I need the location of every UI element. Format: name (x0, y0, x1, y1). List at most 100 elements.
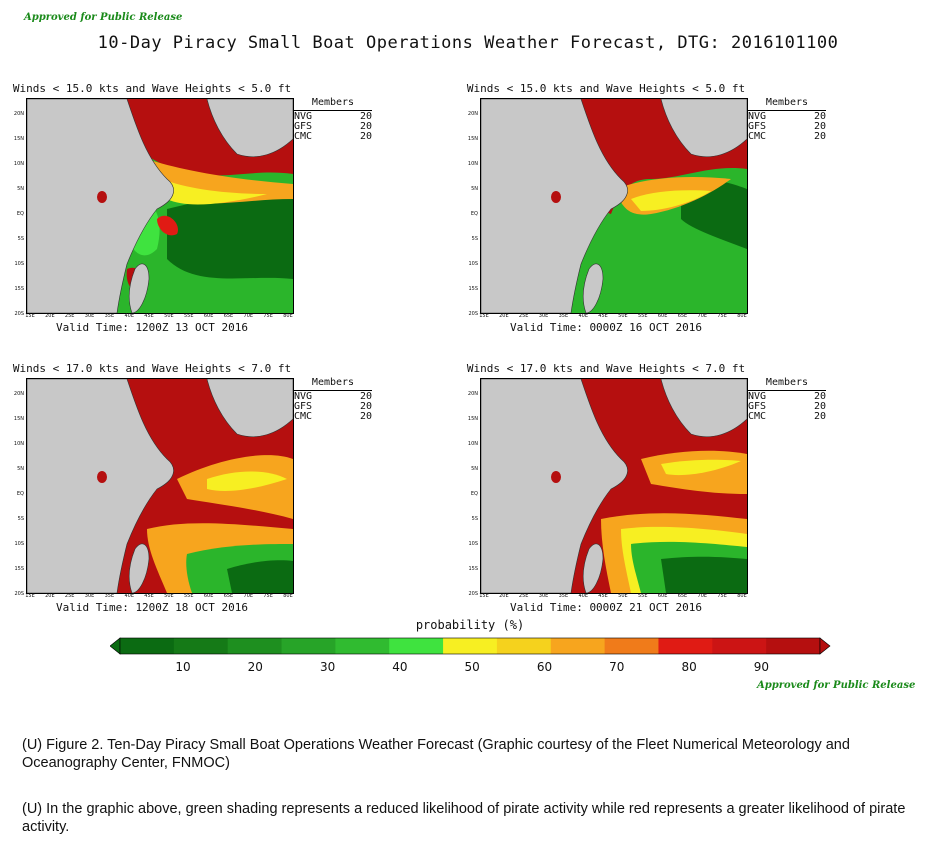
explanation-text: (U) In the graphic above, green shading … (22, 801, 906, 835)
latitude-label: 10S (14, 541, 24, 547)
latitude-label: 10N (467, 441, 478, 447)
colorbar-tick-label: 90 (753, 660, 770, 674)
longitude-label: 25E (64, 593, 75, 599)
probability-contour (661, 459, 741, 476)
map-canvas (27, 379, 293, 593)
member-row: GFS 20 (748, 122, 826, 132)
longitude-label: 45E (598, 313, 608, 319)
longitude-label: 25E (518, 593, 529, 599)
probability-contour (661, 556, 747, 593)
probability-map (26, 98, 294, 314)
longitude-label: 60E (203, 313, 214, 319)
longitude-label: 65E (223, 593, 234, 599)
land-mass (481, 99, 628, 313)
member-count: 20 (813, 131, 826, 142)
longitude-label: 60E (657, 593, 668, 599)
member-row: CMC 20 (748, 412, 826, 422)
member-row: GFS 20 (294, 122, 372, 132)
member-row: CMC 20 (748, 132, 826, 142)
colorbar-tick-label: 10 (175, 660, 191, 674)
member-name: CMC (294, 131, 313, 142)
probability-contour (207, 471, 287, 491)
colorbar-tick-label: 30 (319, 660, 336, 674)
longitude-label: 50E (164, 593, 174, 599)
colorbar-segment (227, 638, 283, 654)
lake-victoria (551, 471, 561, 483)
latitude-label: 20N (13, 111, 24, 117)
land-mass (128, 263, 150, 313)
longitude-label: 35E (558, 313, 569, 319)
colorbar-segment (604, 638, 659, 654)
probability-colorbar (110, 637, 831, 655)
member-name: NVG (294, 391, 313, 402)
land-mass (660, 99, 747, 157)
colorbar-segment (120, 638, 175, 654)
longitude-label: 55E (184, 313, 194, 319)
probability-contour (157, 215, 178, 236)
member-count: 20 (359, 111, 372, 122)
colorbar-tick-label: 40 (392, 660, 408, 674)
latitude-label: 15S (14, 286, 24, 292)
members-table: Members NVG 20 GFS 20 CMC 20 (294, 378, 372, 422)
land-mass (206, 379, 293, 437)
longitude-label: 30E (84, 593, 95, 599)
longitude-label: 20E (499, 593, 509, 599)
latitude-label: 10S (468, 541, 478, 547)
longitude-label: 20E (499, 313, 509, 319)
longitude-label: 15E (479, 313, 489, 319)
member-row: CMC 20 (294, 132, 372, 142)
longitude-label: 50E (618, 313, 628, 319)
latitude-label: 5S (471, 516, 478, 522)
longitude-label: 35E (558, 593, 569, 599)
colorbar-tick-label: 20 (247, 660, 263, 674)
latitude-label: 20S (468, 591, 478, 597)
latitude-label: 10N (13, 441, 24, 447)
land-mass (128, 543, 150, 593)
longitude-label: 80E (283, 593, 293, 599)
forecast-panel: Winds < 17.0 kts and Wave Heights < 7.0 … (456, 362, 836, 614)
longitude-label: 30E (538, 313, 549, 319)
approved-stamp-bottom: Approved for Public Release (757, 680, 916, 691)
member-count: 20 (359, 121, 372, 132)
member-row: CMC 20 (294, 412, 372, 422)
latitude-label: 15S (468, 286, 478, 292)
latitude-label: 5N (17, 466, 24, 472)
map-canvas (481, 99, 747, 313)
member-name: CMC (748, 411, 767, 422)
latitude-label: 20S (14, 311, 24, 317)
longitude-label: 75E (717, 313, 727, 319)
member-name: CMC (294, 411, 313, 422)
valid-time: Valid Time: 1200Z 18 OCT 2016 (55, 601, 249, 614)
probability-map (480, 378, 748, 594)
probability-map (26, 378, 294, 594)
members-header: Members (294, 98, 372, 111)
colorbar-segment (658, 638, 713, 654)
longitude-label: 80E (737, 313, 747, 319)
member-name: GFS (748, 401, 767, 412)
land-mass (582, 543, 604, 593)
latitude-label: 20N (467, 391, 478, 397)
longitude-labels: 15E 20E 25E 30E 35E 40E 45E 50E 55E 60E 65E 70E 75E 8… (479, 313, 748, 321)
latitude-label: EQ (470, 211, 478, 217)
latitude-label: 20S (14, 591, 24, 597)
member-count: 20 (813, 391, 826, 402)
member-name: GFS (294, 401, 313, 412)
colorbar-tick-label: 80 (681, 660, 697, 674)
member-row: NVG 20 (294, 392, 372, 402)
lake-victoria (97, 191, 107, 203)
longitude-label: 30E (84, 313, 95, 319)
colorbar-segment (389, 638, 444, 654)
latitude-label: EQ (470, 491, 478, 497)
latitude-label: 5S (471, 236, 478, 242)
land-mass (481, 379, 628, 593)
colorbar-arrow-left (110, 637, 121, 655)
members-header: Members (748, 98, 826, 111)
longitude-label: 35E (104, 593, 115, 599)
land-mass (206, 99, 293, 157)
latitude-label: 20S (468, 311, 478, 317)
panel-title: Winds < 15.0 kts and Wave Heights < 5.0 … (12, 82, 292, 95)
longitude-label: 55E (638, 593, 648, 599)
longitude-label: 40E (578, 313, 588, 319)
longitude-label: 40E (578, 593, 588, 599)
members-table: Members NVG 20 GFS 20 CMC 20 (294, 98, 372, 142)
